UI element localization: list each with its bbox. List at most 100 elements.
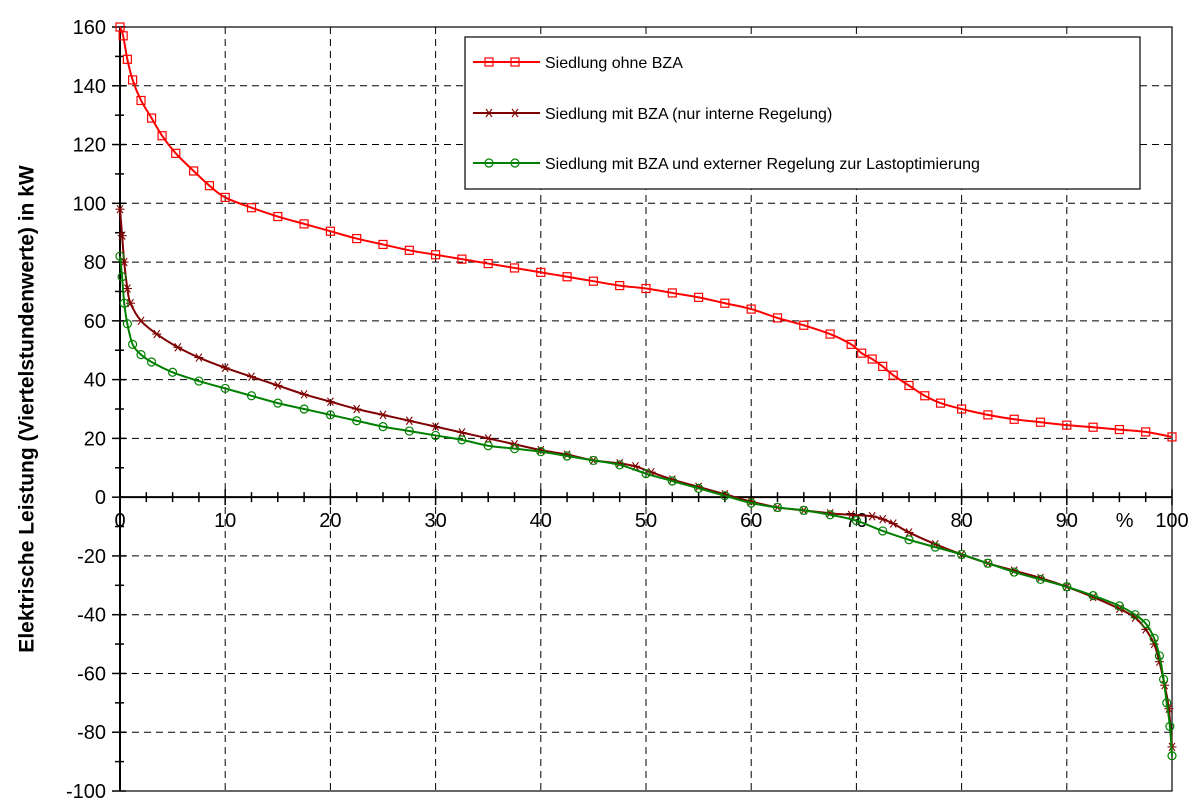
data-point: [878, 361, 888, 371]
data-point: [956, 404, 967, 414]
data-point: [983, 558, 993, 568]
data-point: [667, 288, 677, 298]
data-point: [746, 498, 756, 508]
data-point: [457, 254, 467, 264]
data-series: [115, 22, 1177, 761]
marker-stroke: [905, 528, 913, 537]
marker-stroke: [868, 511, 876, 521]
y-tick-label: 20: [84, 428, 106, 450]
x-tick-label: 20: [319, 510, 341, 532]
data-point: [667, 476, 677, 486]
y-tick-label: 0: [95, 487, 106, 509]
data-point: [325, 226, 335, 236]
y-tick-label: 160: [73, 17, 106, 39]
data-point: [115, 251, 125, 261]
x-tick-label: 40: [530, 510, 552, 532]
data-point: [117, 272, 127, 282]
data-point: [536, 447, 546, 457]
marker-stroke: [484, 434, 492, 443]
data-point: [509, 444, 520, 454]
x-tick-label: 0: [114, 510, 125, 532]
data-point: [404, 416, 414, 426]
data-point: [588, 455, 599, 466]
data-point: [588, 276, 599, 286]
data-point: [325, 397, 335, 406]
data-point: [246, 203, 257, 213]
data-point: [1062, 420, 1072, 430]
data-point: [641, 469, 651, 479]
data-point: [431, 422, 441, 431]
data-point: [930, 542, 940, 552]
data-point: [878, 526, 888, 536]
data-point: [484, 158, 494, 168]
marker-stroke: [879, 514, 887, 524]
data-point: [825, 510, 835, 520]
data-point: [136, 350, 146, 360]
data-point: [122, 319, 132, 329]
marker-stroke: [118, 231, 126, 240]
data-point: [615, 280, 625, 291]
data-point: [846, 339, 856, 349]
data-point: [157, 131, 167, 141]
data-point: [246, 391, 257, 401]
data-point: [562, 451, 572, 461]
data-point: [273, 211, 283, 222]
data-point: [1165, 721, 1175, 731]
data-point: [772, 502, 783, 513]
data-point: [1062, 582, 1072, 592]
x-tick-label: 10: [214, 510, 236, 532]
data-point: [273, 381, 283, 390]
marker-stroke: [221, 363, 229, 373]
legend-label: Siedlung ohne BZA: [545, 55, 683, 72]
marker-stroke: [174, 342, 182, 352]
data-point: [325, 410, 335, 420]
data-point: [457, 435, 467, 445]
y-tick-label: -40: [77, 605, 106, 627]
data-point: [641, 283, 651, 294]
data-point: [119, 298, 129, 308]
data-point: [431, 250, 441, 260]
marker-stroke: [300, 389, 308, 399]
x-tick-label: 100: [1155, 510, 1188, 532]
x-tick-label: 80: [950, 510, 972, 532]
series-3: [115, 251, 1177, 761]
marker-stroke: [889, 519, 897, 528]
x-tick-label: 90: [1056, 510, 1078, 532]
data-point: [299, 404, 309, 414]
marker-stroke: [127, 298, 134, 308]
data-point: [404, 245, 414, 255]
legend-item: Siedlung mit BZA und externer Regelung z…: [473, 156, 980, 173]
data-point: [122, 284, 132, 293]
data-point: [510, 108, 520, 118]
data-point: [152, 329, 162, 339]
data-point: [220, 363, 230, 373]
data-point: [299, 219, 309, 229]
y-tick-label: 120: [73, 135, 106, 157]
data-point: [146, 113, 157, 123]
y-tick-label: 100: [73, 193, 106, 215]
data-point: [693, 483, 704, 493]
data-point: [825, 329, 835, 339]
data-point: [431, 430, 441, 441]
data-point: [878, 514, 888, 524]
data-point: [194, 353, 204, 362]
y-tick-label: -100: [66, 781, 106, 799]
data-point: [1167, 751, 1177, 761]
marker-stroke: [326, 397, 334, 406]
data-point: [935, 398, 946, 408]
marker-stroke: [405, 416, 413, 426]
legend-item: Siedlung ohne BZA: [473, 55, 683, 72]
data-point: [189, 166, 199, 176]
data-point: [904, 380, 914, 391]
data-point: [799, 320, 809, 330]
data-point: [173, 342, 183, 352]
data-point: [136, 95, 146, 106]
marker-stroke: [379, 410, 387, 420]
data-point: [509, 263, 520, 273]
data-point: [1154, 651, 1164, 661]
data-point: [483, 441, 493, 451]
data-point: [128, 75, 138, 85]
marker-stroke: [116, 204, 124, 214]
data-point: [1141, 427, 1151, 437]
data-point: [1088, 422, 1098, 432]
